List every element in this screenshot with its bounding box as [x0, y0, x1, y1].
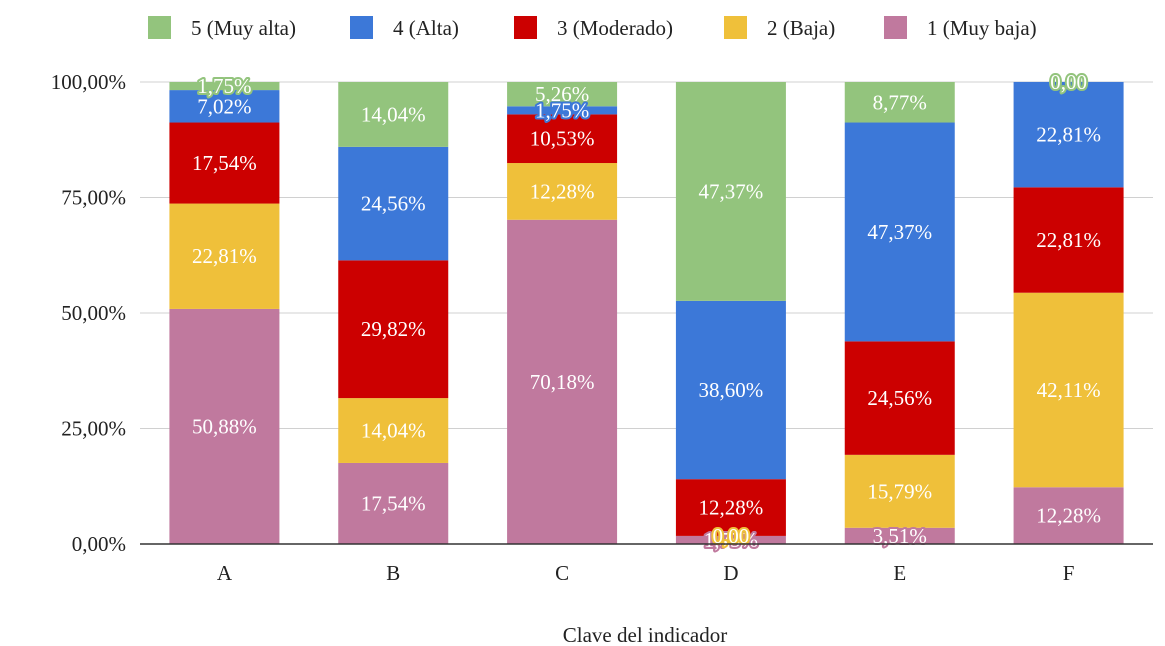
data-label: 22,81% [192, 244, 257, 268]
legend-item: 5 (Muy alta) [148, 16, 296, 40]
y-tick-label: 100,00% [51, 70, 126, 94]
legend-swatch [884, 16, 907, 39]
legend-label: 4 (Alta) [393, 16, 459, 40]
bar-stack-E: 3,51%15,79%24,56%47,37%8,77% [844, 82, 955, 550]
data-label: 0,00 [1050, 70, 1087, 94]
data-label: 8,77% [873, 90, 927, 114]
data-label: 17,54% [192, 151, 257, 175]
data-label: 12,28% [530, 179, 595, 203]
data-label: 42,11% [1037, 378, 1101, 402]
plot-area: 50,88%22,81%17,54%7,02%1,75%17,54%14,04%… [140, 68, 1153, 554]
legend-label: 3 (Moderado) [557, 16, 673, 40]
y-tick-label: 0,00% [72, 532, 126, 556]
data-label: 24,56% [867, 386, 932, 410]
bar-segment [169, 203, 280, 309]
bar-segment [169, 122, 280, 204]
x-axis-title: Clave del indicador [563, 623, 727, 646]
legend-swatch [724, 16, 747, 39]
data-label: 10,53% [530, 127, 595, 151]
bar-segment [675, 479, 786, 536]
data-label: 15,79% [867, 479, 932, 503]
data-label: 1,75% [197, 74, 251, 98]
bar-segment [169, 90, 280, 123]
bar-segment [1013, 81, 1124, 188]
legend-item: 4 (Alta) [350, 16, 459, 40]
data-label: 50,88% [192, 414, 257, 438]
legend: 5 (Muy alta) 4 (Alta) 3 (Moderado) 2 (Baja)… [148, 16, 1037, 40]
bar-stack-F: 12,28% 42,11% 22,81% 22,81% 0,00 [1013, 68, 1124, 544]
legend-item: 3 (Moderado) [514, 16, 673, 40]
y-tick-label: 50,00% [61, 301, 126, 325]
data-label: 12,28% [1036, 504, 1101, 528]
bar-stack-A: 50,88% 22,81% 17,54% 7,02%1,75% [169, 72, 280, 544]
bar-segment [507, 163, 618, 220]
legend-swatch [350, 16, 373, 39]
bar-segment [169, 308, 280, 544]
bar-segment [675, 535, 786, 544]
x-tick-label: F [1063, 561, 1075, 585]
x-tick-label: C [555, 561, 569, 585]
bar-segment [338, 260, 449, 399]
legend-label: 2 (Baja) [767, 16, 835, 40]
bar-segment [169, 82, 280, 91]
data-label: 14,04% [361, 102, 426, 126]
x-tick-label: E [893, 561, 906, 585]
bar-segment [675, 300, 786, 480]
data-label: 22,81% [1036, 123, 1101, 147]
legend-swatch [514, 16, 537, 39]
bar-segment [675, 82, 786, 301]
bar-segment [338, 462, 449, 544]
data-label: 38,60% [699, 378, 764, 402]
bar-segment [844, 341, 955, 455]
data-label: 1,75% [535, 98, 589, 122]
x-tick-label: D [723, 561, 738, 585]
bar-segment [507, 106, 618, 115]
bar-stack-C: 70,18% 12,28% 10,53% 1,75%5,26% [507, 82, 618, 544]
bar-segment [844, 527, 955, 544]
y-tick-label: 25,00% [61, 417, 126, 441]
legend-label: 5 (Muy alta) [191, 16, 296, 40]
data-label: 29,82% [361, 317, 426, 341]
bar-segment [1013, 292, 1124, 488]
bar-segment [844, 122, 955, 342]
data-label: 12,28% [699, 496, 764, 520]
bar-segment [844, 454, 955, 528]
bar-segment [844, 82, 955, 123]
legend-item: 1 (Muy baja) [884, 16, 1037, 40]
data-label: 17,54% [361, 491, 426, 515]
data-label: 47,37% [867, 220, 932, 244]
data-label: 24,56% [361, 192, 426, 216]
data-label: 14,04% [361, 419, 426, 443]
bar-segment [507, 114, 618, 164]
bar-segment [338, 398, 449, 463]
bar-segment [1013, 187, 1124, 293]
bar-segment [338, 82, 449, 147]
data-label: 7,02% [197, 94, 251, 118]
bar-stack-B: 17,54% 14,04% 29,82% 24,56% 14,04% [338, 82, 449, 544]
legend-swatch [148, 16, 171, 39]
x-tick-label: B [386, 561, 400, 585]
bar-segment [507, 219, 618, 544]
data-label: 47,37% [699, 179, 764, 203]
data-label: 70,18% [530, 370, 595, 394]
x-tick-label: A [217, 561, 233, 585]
legend-label: 1 (Muy baja) [927, 16, 1037, 40]
y-tick-label: 75,00% [61, 186, 126, 210]
bar-segment [507, 82, 618, 107]
data-label: 22,81% [1036, 228, 1101, 252]
bar-segment [1013, 487, 1124, 544]
data-label: 5,26% [535, 82, 589, 106]
data-label: 1,75% [704, 528, 758, 552]
bar-segment [338, 146, 449, 261]
legend-item: 2 (Baja) [724, 16, 835, 40]
y-axis: 0,00% 25,00% 50,00% 75,00% 100,00% [51, 70, 1153, 556]
x-axis: A B C D E F [217, 561, 1075, 585]
